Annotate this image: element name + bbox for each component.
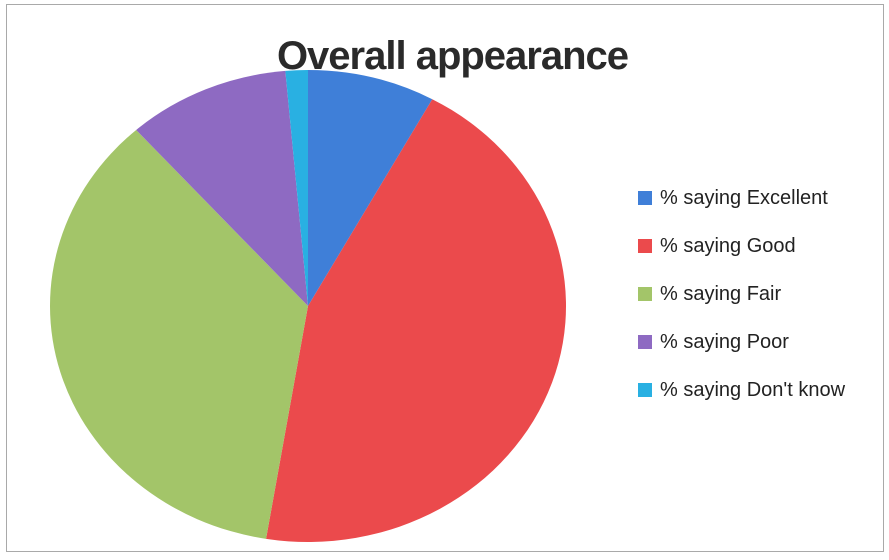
legend-item-excellent: % saying Excellent <box>638 174 845 222</box>
legend-swatch-dont-know <box>638 383 652 397</box>
chart-title: Overall appearance <box>276 34 629 78</box>
legend-swatch-good <box>638 239 652 253</box>
legend-item-dont-know: % saying Don't know <box>638 366 845 414</box>
legend-label-dont-know: % saying Don't know <box>660 378 846 401</box>
legend-swatch-poor <box>638 335 652 349</box>
pie-slice-dont-know <box>285 69 308 306</box>
legend-item-good: % saying Good <box>638 222 845 270</box>
legend-label-good: % saying Good <box>660 234 796 257</box>
pie-slice-fair <box>50 129 308 539</box>
legend: % saying Excellent % saying Good % sayin… <box>638 174 845 414</box>
legend-label-fair: % saying Fair <box>660 282 782 305</box>
pie-slice-poor <box>136 70 308 306</box>
legend-swatch-excellent <box>638 191 652 205</box>
legend-item-poor: % saying Poor <box>638 318 845 366</box>
pie-slice-good <box>266 99 567 543</box>
legend-label-poor: % saying Poor <box>660 330 789 353</box>
legend-label-excellent: % saying Excellent <box>660 186 828 209</box>
legend-item-fair: % saying Fair <box>638 270 845 318</box>
legend-swatch-fair <box>638 287 652 301</box>
pie-slice-excellent <box>308 70 433 306</box>
